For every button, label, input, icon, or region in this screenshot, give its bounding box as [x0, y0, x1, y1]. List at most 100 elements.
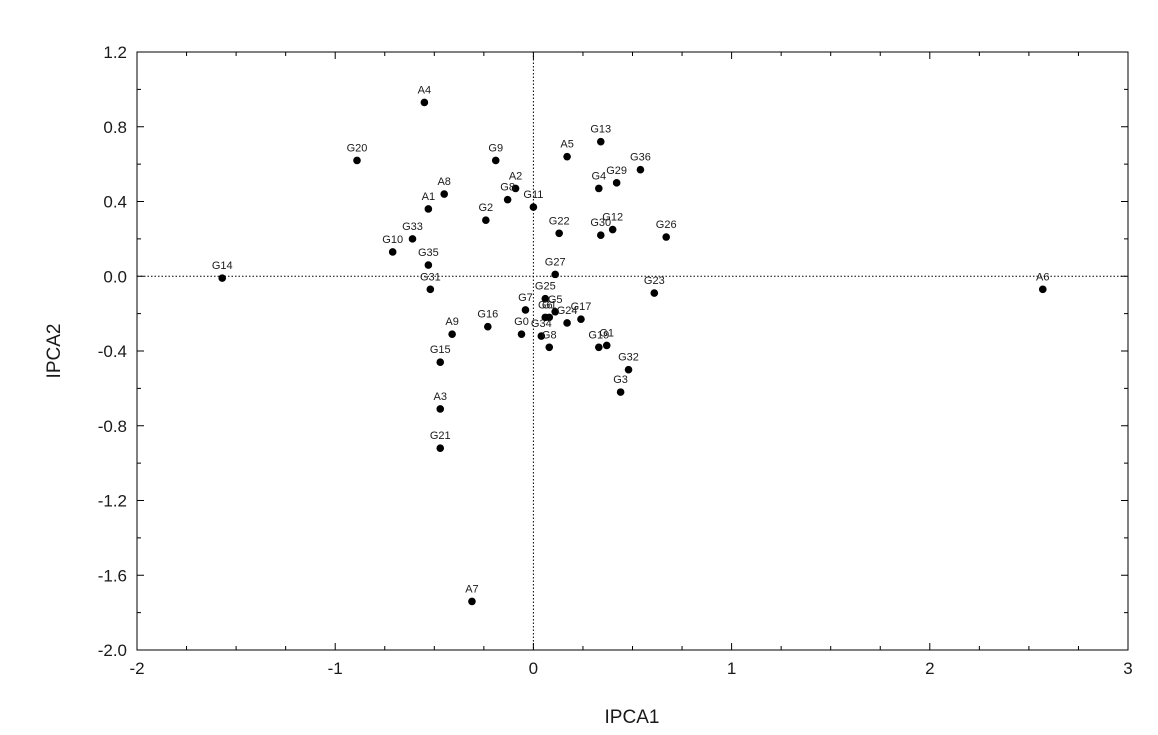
data-point-a2: A2: [509, 170, 522, 193]
x-axis-title: IPCA1: [605, 707, 660, 728]
data-point-g29: G29: [606, 165, 627, 187]
point-marker: [555, 229, 563, 238]
data-point-a6: A6: [1036, 271, 1050, 294]
point-marker: [596, 231, 605, 239]
data-point-g9: G9: [488, 142, 503, 165]
point-label: G11: [523, 189, 543, 201]
data-point-g7: G7: [518, 292, 533, 314]
point-marker: [636, 165, 645, 174]
point-label: G6: [538, 299, 553, 311]
data-point-g35: G35: [418, 247, 439, 269]
point-marker: [426, 285, 435, 294]
y-tick-label: -2.0: [98, 641, 127, 660]
point-label: G33: [402, 221, 423, 233]
y-tick-label: -1.6: [98, 566, 127, 585]
point-label: A3: [434, 391, 447, 403]
point-label: G36: [630, 152, 651, 164]
data-point-g0: G0: [514, 316, 529, 338]
point-label: G4: [591, 170, 606, 182]
y-tick-label: 0.4: [103, 193, 127, 212]
point-label: G12: [602, 212, 623, 224]
data-point-g25: G25: [535, 281, 556, 303]
point-label: G0: [514, 316, 529, 328]
point-marker: [420, 98, 429, 107]
data-point-a9: A9: [445, 316, 459, 338]
data-point-g31: G31: [420, 271, 441, 294]
data-point-g12: G12: [602, 212, 623, 234]
point-marker: [511, 184, 520, 193]
point-marker: [521, 306, 530, 314]
point-label: G8: [500, 182, 515, 194]
point-marker: [353, 156, 361, 165]
data-point-g33: G33: [402, 221, 423, 243]
data-point-g1: G1: [599, 327, 614, 350]
point-label: G31: [420, 271, 441, 283]
point-marker: [388, 248, 397, 256]
point-label: G21: [430, 430, 451, 442]
point-marker: [408, 235, 417, 243]
data-point-g32: G32: [618, 352, 639, 374]
point-marker: [491, 156, 500, 165]
data-point-a5: A5: [560, 139, 574, 161]
point-marker: [424, 261, 433, 269]
data-point-g10: G10: [382, 234, 403, 256]
point-marker: [563, 152, 571, 161]
point-label: G17: [571, 301, 592, 313]
point-marker: [650, 289, 659, 297]
data-point-g11: G11: [523, 189, 543, 211]
data-point-g24: G24: [557, 305, 577, 327]
point-marker: [596, 137, 605, 146]
point-label: G25: [535, 281, 556, 293]
y-axis-ticks: 1.2 0.8 0.4 0.0 -0.4 -0.8 -1.2 -1.6 -2.0: [98, 43, 1128, 660]
x-tick-label: -2: [129, 659, 144, 678]
data-point-g27: G27: [545, 256, 566, 279]
x-tick-label: -1: [328, 659, 343, 678]
point-marker: [424, 205, 433, 213]
point-label: G1: [599, 327, 614, 339]
data-point-g13: G13: [590, 124, 611, 146]
point-label: G1: [542, 299, 557, 311]
data-point-a7: A7: [465, 583, 479, 606]
point-marker: [577, 315, 585, 324]
point-label: G32: [618, 352, 639, 364]
data-point-g30: G30: [590, 217, 611, 239]
point-label: G27: [545, 256, 566, 268]
point-marker: [563, 319, 571, 327]
point-marker: [1038, 285, 1047, 294]
data-point-a4: A4: [418, 84, 431, 107]
data-point-a1: A1: [422, 191, 435, 213]
data-point-g8: G8: [500, 182, 515, 204]
point-label: G16: [477, 309, 498, 321]
y-axis-title: IPCA2: [44, 324, 65, 379]
point-marker: [595, 343, 603, 352]
data-point-g3: G3: [613, 374, 628, 396]
point-label: G14: [212, 260, 233, 272]
point-marker: [595, 184, 603, 193]
y-tick-label: -1.2: [98, 492, 127, 511]
point-marker: [612, 179, 621, 187]
point-label: G30: [590, 217, 611, 229]
point-marker: [529, 203, 538, 211]
point-label: A6: [1036, 271, 1049, 283]
point-label: G13: [590, 124, 611, 136]
data-point-g23: G23: [644, 275, 665, 297]
point-marker: [436, 444, 445, 452]
point-marker: [551, 307, 560, 316]
x-tick-label: 1: [727, 659, 736, 678]
point-label: G10: [382, 234, 403, 246]
point-marker: [503, 195, 512, 204]
point-marker: [482, 216, 490, 224]
point-marker: [468, 597, 476, 606]
data-point-g21: G21: [430, 430, 451, 452]
data-point-g15: G15: [430, 344, 451, 367]
point-label: G29: [606, 165, 627, 177]
point-label: A9: [445, 316, 458, 328]
point-label: A2: [509, 170, 522, 182]
data-point-g14: G14: [212, 260, 233, 282]
reference-lines: [137, 52, 1128, 650]
point-label: G22: [549, 215, 570, 227]
point-label: G3: [613, 374, 628, 386]
data-point-g19: G19: [588, 329, 609, 352]
x-tick-label: 3: [1123, 659, 1132, 678]
point-label: G15: [430, 344, 451, 356]
